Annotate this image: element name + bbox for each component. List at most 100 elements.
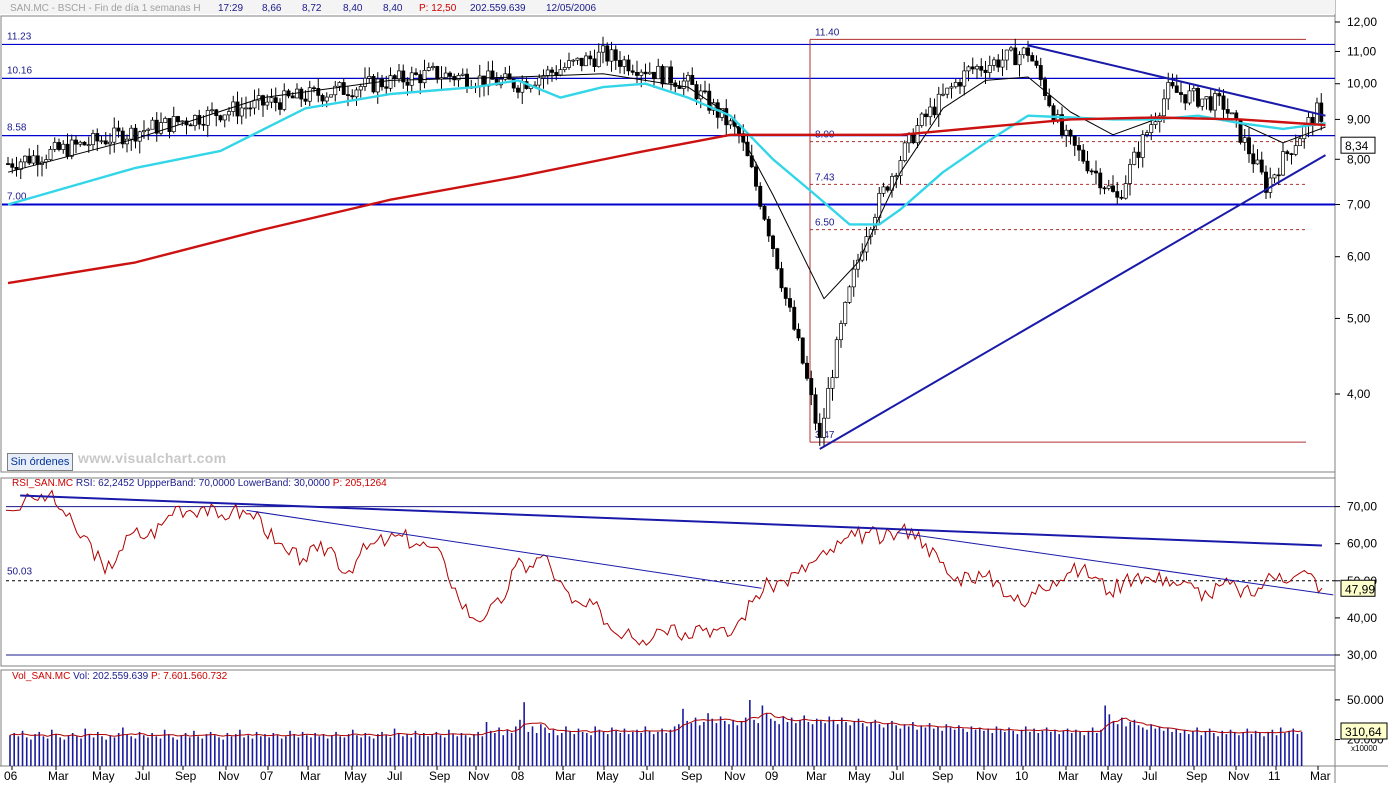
candle-body [1174, 85, 1179, 93]
candle-body [388, 75, 393, 89]
candle-body [1047, 95, 1052, 107]
candle-body [299, 88, 304, 100]
candle-body [1179, 92, 1183, 95]
candle-body [329, 94, 333, 98]
candle-body [609, 49, 614, 62]
candle-body [511, 78, 516, 89]
candle-body [205, 110, 210, 126]
time-tick-label: Sep [429, 769, 451, 783]
candle-body [154, 119, 159, 134]
candle-body [851, 268, 856, 288]
candle-body [23, 155, 27, 163]
candle-body [265, 101, 270, 106]
header-volume: 202.559.639 [470, 3, 526, 14]
candle-body [150, 119, 155, 130]
time-tick-label: May [344, 769, 367, 783]
candle-body [61, 143, 66, 150]
candle-body [1289, 153, 1294, 156]
candle-body [1166, 82, 1171, 100]
candle-body [1043, 79, 1047, 96]
candle-body [1009, 47, 1013, 51]
candle-body [69, 139, 74, 157]
candle-body [1208, 96, 1213, 111]
header-bg [0, 0, 1335, 14]
rsi-line [5, 489, 1323, 646]
candle-body [579, 57, 584, 67]
candle-body [414, 72, 418, 75]
candle-body [1221, 95, 1226, 110]
candle-body [1247, 137, 1251, 155]
candle-body [584, 55, 588, 67]
candle-body [1123, 183, 1128, 199]
rsi-last-tag [1340, 579, 1376, 597]
candle-body [10, 163, 15, 168]
candle-body [367, 76, 372, 79]
candle-body [664, 66, 669, 85]
candle-body [460, 73, 465, 76]
time-tick-label: Mar [48, 769, 69, 783]
candle-body [180, 120, 185, 123]
time-tick-label: Nov [976, 769, 997, 783]
candle-body [129, 127, 134, 140]
candle-body [779, 268, 784, 289]
header-high: 8,72 [302, 3, 322, 14]
candle-body [1298, 138, 1302, 147]
rsi-title-part: RSI: 62,2452 [73, 478, 135, 489]
candle-body [78, 141, 83, 145]
time-tick-label: 08 [511, 769, 525, 783]
candle-body [1021, 47, 1026, 56]
candle-body [95, 133, 100, 142]
time-tick-label: Jul [1142, 769, 1157, 783]
candle-body [1187, 90, 1192, 104]
candle-body [932, 106, 937, 116]
candle-body [218, 115, 223, 121]
candle-body [244, 107, 248, 110]
candle-body [728, 120, 733, 126]
candle-body [57, 142, 61, 150]
candle-body [312, 87, 316, 90]
candle-body [103, 140, 108, 145]
candle-body [571, 59, 576, 62]
candle-body [1072, 135, 1077, 146]
candle-body [320, 95, 325, 102]
time-tick-label: Jul [135, 769, 150, 783]
candle-body [635, 71, 639, 76]
candle-body [82, 141, 87, 146]
volume-title-part: Vol: 202.559.639 [70, 671, 148, 682]
candle-body [341, 82, 346, 95]
candle-body [596, 51, 601, 68]
candle-body [936, 93, 941, 116]
rsi-title-part: P: 205,1264 [330, 478, 387, 489]
candle-body [443, 72, 448, 78]
candle-body [99, 140, 104, 143]
candle-body [108, 141, 112, 145]
price-tick-label: 9,00 [1347, 112, 1371, 126]
candle-body [618, 60, 622, 67]
candle-body [239, 107, 244, 117]
no-orders-button[interactable]: Sin órdenes [7, 453, 73, 471]
candle-body [783, 287, 788, 299]
candle-body [1225, 109, 1230, 114]
time-tick-label: 06 [4, 769, 18, 783]
candle-body [562, 67, 567, 70]
candle-body [1140, 134, 1145, 158]
candle-body [307, 87, 312, 102]
candle-body [822, 417, 826, 438]
candle-body [839, 323, 843, 341]
candle-body [48, 148, 53, 160]
candle-body [1217, 93, 1222, 97]
candle-body [754, 166, 758, 187]
time-tick-label: May [92, 769, 115, 783]
candle-body [881, 186, 886, 194]
candle-body [575, 57, 580, 61]
time-tick-label: Mar [1310, 769, 1331, 783]
time-tick-label: May [1100, 769, 1123, 783]
candle-body [31, 155, 36, 164]
time-tick-label: May [596, 769, 619, 783]
candle-body [545, 69, 550, 76]
candle-body [188, 124, 193, 127]
candle-body [337, 82, 342, 87]
candle-body [171, 116, 176, 133]
price-tick-label: 10,00 [1347, 77, 1377, 91]
